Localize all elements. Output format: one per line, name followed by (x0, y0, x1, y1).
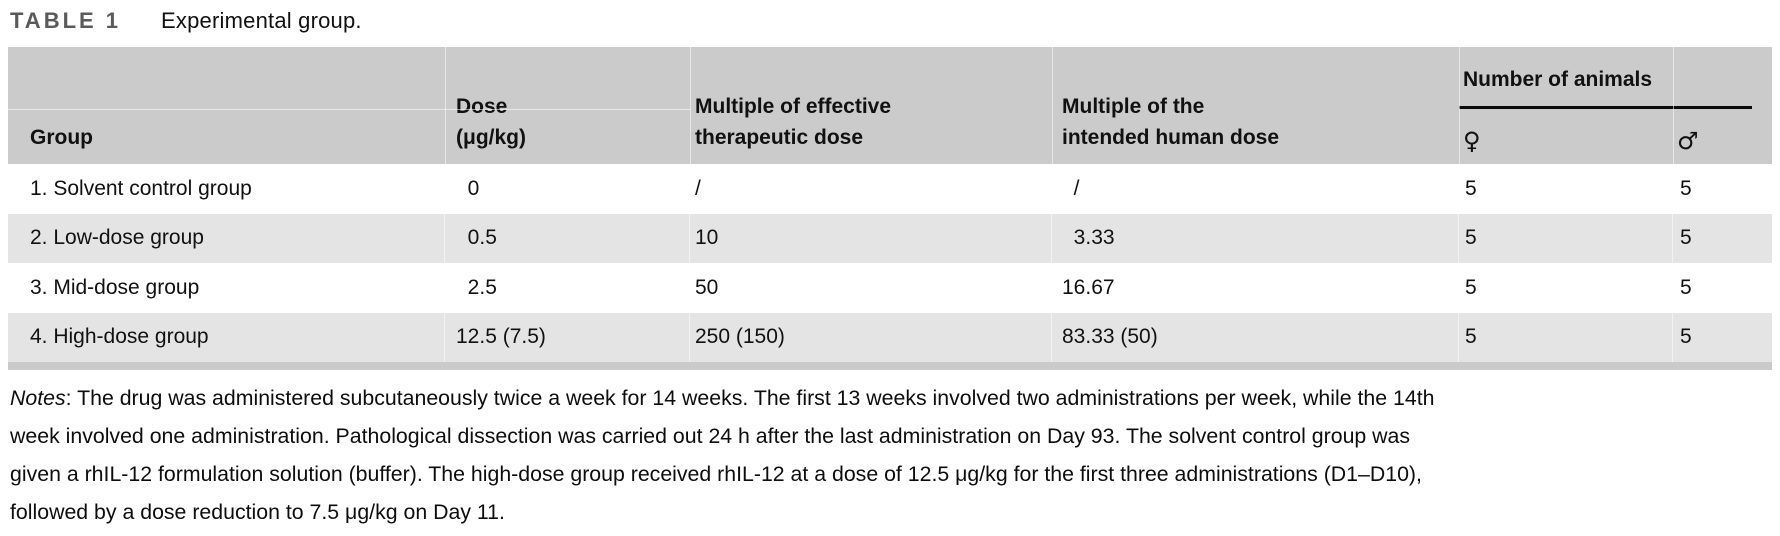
cell-male-count: 5 (1680, 275, 1692, 299)
notes-line: week involved one administration. Pathol… (10, 424, 1411, 448)
cell-female-count: 5 (1459, 213, 1673, 263)
cell-female-count: 5 (1465, 176, 1477, 200)
cell-multiple-human: 16.67 (1062, 275, 1115, 299)
experimental-group-table: Group Dose (μg/kg) Multiple of effective… (8, 47, 1772, 370)
header-column-divider (445, 47, 446, 164)
cell-female-count: 5 (1459, 312, 1673, 362)
header-dose-line1: Dose (456, 95, 508, 118)
table-bottom-border (8, 362, 1772, 370)
notes-text: : The drug was administered subcutaneous… (65, 386, 1435, 410)
cell-male-count: 5 (1680, 176, 1692, 200)
header-multiple-human: Multiple of the intended human dose (1052, 47, 1459, 164)
header-dose-line2: (μg/kg) (456, 126, 527, 149)
cell-dose: 0.5 (445, 213, 690, 263)
header-column-divider (690, 47, 691, 164)
header-number-of-animals-group: Number of animals ♀ ♂ (1459, 47, 1772, 164)
header-sex-subrow: ♀ ♂ (1459, 126, 1772, 156)
male-icon: ♂ (1677, 127, 1699, 155)
header-spanner-rule (1459, 106, 1752, 109)
header-column-divider (1673, 47, 1674, 164)
female-icon: ♀ (1463, 127, 1481, 155)
cell-group: 2. Low-dose group (8, 213, 445, 263)
table-caption: Experimental group. (161, 8, 362, 33)
table-number-label: TABLE 1 (10, 8, 122, 33)
header-multiple-effective-line1: Multiple of effective (695, 95, 892, 118)
cell-dose: 2.5 (456, 275, 497, 299)
cell-group: 1. Solvent control group (30, 176, 252, 200)
table-row: 4. High-dose group 12.5 (7.5) 250 (150) … (8, 312, 1772, 362)
table-row: 2. Low-dose group 0.5 10 3.33 5 5 (8, 213, 1772, 263)
cell-multiple-effective: / (695, 176, 701, 200)
cell-multiple-effective: 50 (695, 275, 719, 299)
table-row: 3. Mid-dose group 2.5 50 16.67 5 5 (8, 263, 1772, 313)
header-multiple-human-line1: Multiple of the (1062, 95, 1205, 118)
notes-line: followed by a dose reduction to 7.5 μg/k… (10, 500, 505, 524)
cell-female-count: 5 (1465, 275, 1477, 299)
header-multiple-effective-line2: therapeutic dose (695, 126, 864, 149)
header-group-label: Group (30, 126, 93, 149)
cell-male-count: 5 (1680, 325, 1692, 349)
cell-multiple-effective: 10 (690, 213, 1052, 263)
header-multiple-effective: Multiple of effective therapeutic dose (690, 47, 1052, 164)
cell-multiple-effective: 250 (150) (690, 312, 1052, 362)
table-header-row: Group Dose (μg/kg) Multiple of effective… (8, 47, 1772, 164)
header-group: Group (8, 47, 445, 164)
header-column-divider (1459, 47, 1460, 164)
table-title: TABLE 1 Experimental group. (0, 0, 1780, 34)
cell-multiple-human: 3.33 (1052, 213, 1459, 263)
header-multiple-human-line2: intended human dose (1062, 126, 1280, 149)
header-dose: Dose (μg/kg) (445, 47, 690, 164)
cell-dose: 0 (456, 176, 480, 200)
cell-male-count: 5 (1680, 226, 1692, 250)
header-row-divider (8, 109, 690, 110)
table-notes: Notes: The drug was administered subcuta… (10, 379, 1758, 531)
notes-line: given a rhIL-12 formulation solution (bu… (10, 462, 1422, 486)
cell-group: 3. Mid-dose group (30, 275, 200, 299)
notes-label: Notes (10, 386, 66, 410)
notes-line: Notes: The drug was administered subcuta… (10, 379, 1758, 417)
cell-dose: 12.5 (7.5) (445, 312, 690, 362)
header-column-divider (1052, 47, 1053, 164)
cell-multiple-human: 83.33 (50) (1052, 312, 1459, 362)
cell-multiple-human: / (1062, 176, 1080, 200)
header-number-of-animals-label: Number of animals (1463, 68, 1653, 91)
cell-group: 4. High-dose group (8, 312, 445, 362)
table-row: 1. Solvent control group 0 / / 5 5 (8, 164, 1772, 214)
